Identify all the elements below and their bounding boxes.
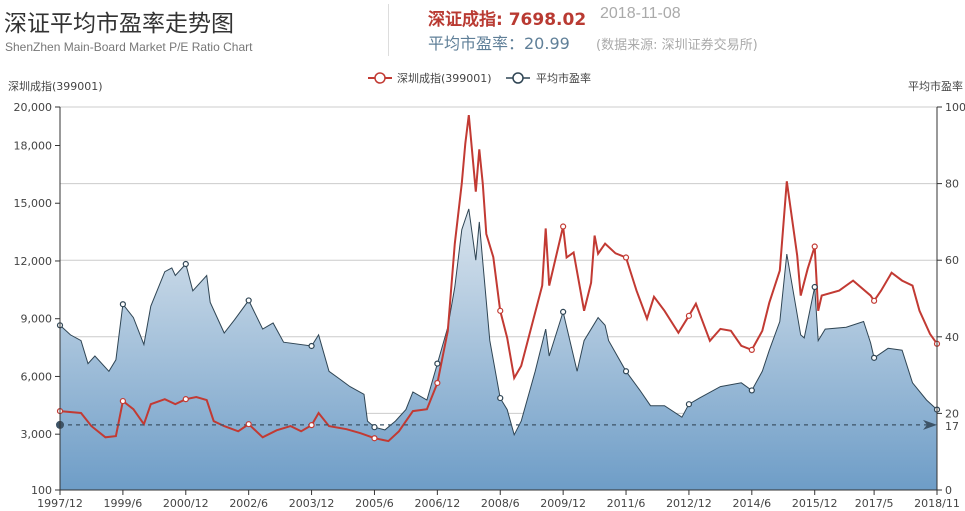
- index-point: [245, 421, 252, 428]
- pe-point: [119, 301, 126, 308]
- index-point: [434, 379, 441, 387]
- x-tick-label: 2014/6: [732, 497, 771, 510]
- right-tick-label: 60: [945, 254, 959, 267]
- pe-point: [748, 387, 755, 394]
- index-point: [119, 397, 126, 405]
- legend-index-label: 深圳成指(399001): [397, 71, 492, 85]
- left-tick-label: 15,000: [14, 197, 53, 210]
- legend-item-pe[interactable]: 平均市盈率: [506, 71, 591, 85]
- index-point: [560, 223, 567, 230]
- page-title: 深证平均市盈率走势图: [4, 11, 234, 37]
- legend-item-index[interactable]: 深圳成指(399001): [368, 71, 492, 85]
- x-tick-label: 2008/6: [481, 497, 520, 510]
- pe-area: [60, 208, 937, 490]
- pe-point: [245, 297, 252, 304]
- pe-point: [182, 260, 189, 268]
- x-tick-label: 2009/12: [540, 497, 586, 510]
- pe-point: [685, 401, 693, 408]
- index-point: [308, 422, 315, 429]
- x-tick-label: 1997/12: [37, 497, 83, 510]
- index-point: [371, 435, 378, 442]
- index-point: [871, 297, 878, 304]
- left-tick-label: 20,000: [14, 101, 53, 114]
- right-tick-label: 40: [945, 331, 959, 344]
- right-tick-label: 20: [945, 407, 959, 420]
- header-divider: [388, 4, 389, 56]
- left-tick-label: 9,000: [21, 313, 53, 326]
- x-tick-label: 2000/12: [163, 497, 209, 510]
- legend-pe-icon: [512, 72, 524, 84]
- right-tick-label: 0: [945, 484, 952, 497]
- pe-point: [308, 342, 315, 350]
- pe-point: [371, 424, 378, 431]
- right-tick-label: 100: [945, 101, 965, 114]
- x-tick-label: 2006/12: [415, 497, 461, 510]
- index-point: [497, 307, 504, 314]
- legend-index-icon: [374, 72, 386, 84]
- x-tick-label: 1999/6: [104, 497, 143, 510]
- page-subtitle: ShenZhen Main-Board Market P/E Ratio Cha…: [5, 40, 253, 54]
- pe-point: [497, 394, 504, 402]
- left-axis-title: 深圳成指(399001): [8, 79, 103, 93]
- left-tick-label: 12,000: [14, 255, 53, 268]
- x-tick-label: 2015/12: [792, 497, 838, 510]
- x-tick-label: 2005/6: [355, 497, 394, 510]
- reference-arrow-icon: [923, 419, 937, 430]
- index-point: [811, 243, 818, 250]
- legend-pe-label: 平均市盈率: [536, 71, 591, 85]
- pe-value: 平均市盈率：20.99: [428, 34, 570, 53]
- left-tick-label: 3,000: [21, 428, 53, 441]
- left-tick-label: 18,000: [14, 139, 53, 152]
- pe-point: [622, 368, 630, 375]
- x-tick-label: 2012/12: [666, 497, 712, 510]
- index-point: [748, 346, 755, 353]
- left-tick-label: 6,000: [21, 370, 53, 383]
- right-axis-title: 平均市盈率: [908, 79, 963, 93]
- x-tick-label: 2003/12: [289, 497, 335, 510]
- pe-point: [811, 283, 818, 291]
- x-tick-label: 2002/6: [229, 497, 268, 510]
- x-tick-label: 2018/11: [914, 497, 960, 510]
- data-date: 2018-11-08: [600, 5, 681, 22]
- data-source: (数据来源: 深圳证券交易所): [596, 38, 758, 53]
- reference-label: 17: [945, 420, 959, 433]
- x-tick-label: 2011/6: [607, 497, 646, 510]
- pe-point: [560, 308, 567, 316]
- pe-point: [434, 360, 441, 367]
- index-line: [59, 114, 938, 443]
- legend: 深圳成指(399001) 平均市盈率: [368, 71, 591, 85]
- pe-point: [871, 354, 878, 361]
- x-tick-label: 2017/5: [855, 497, 894, 510]
- index-point: [622, 254, 630, 261]
- index-point: [182, 396, 189, 403]
- left-tick-label: 100: [31, 484, 52, 497]
- right-tick-label: 80: [945, 178, 959, 191]
- pe-line: [59, 208, 938, 437]
- index-point: [685, 312, 693, 319]
- index-value: 深证成指: 7698.02: [428, 10, 587, 30]
